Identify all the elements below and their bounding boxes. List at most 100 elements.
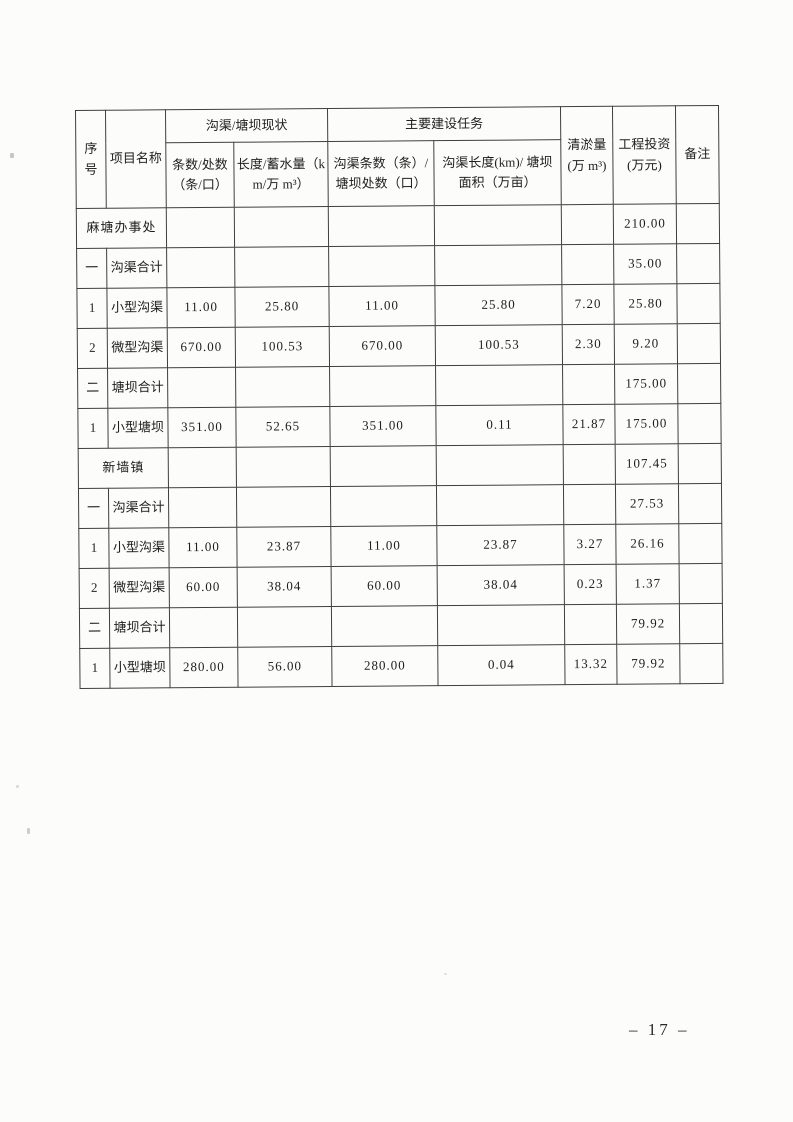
cell-existing-length: 23.87 bbox=[236, 526, 332, 568]
cell-remark bbox=[676, 203, 720, 244]
table-row: 一 沟渠合计 35.00 bbox=[76, 243, 720, 289]
cell-project-name: 沟渠合计 bbox=[106, 247, 167, 289]
cell-task-length bbox=[434, 204, 562, 246]
table-row: 2 微型沟渠 670.00 100.53 670.00 100.53 2.30 … bbox=[77, 323, 721, 369]
header-main-tasks-group: 主要建设任务 bbox=[327, 106, 561, 142]
scan-speck bbox=[444, 973, 447, 975]
cell-task-count bbox=[330, 445, 437, 487]
cell-task-length bbox=[434, 244, 562, 286]
header-project-name: 项目名称 bbox=[105, 109, 167, 209]
cell-project-name: 微型沟渠 bbox=[107, 327, 168, 369]
header-current-status-group: 沟渠/塘坝现状 bbox=[165, 108, 328, 143]
cell-investment: 107.45 bbox=[615, 443, 679, 485]
cell-investment: 79.92 bbox=[616, 603, 680, 645]
cell-remark bbox=[678, 483, 722, 524]
cell-seq: 2 bbox=[77, 328, 108, 369]
cell-project-name: 小型塘坝 bbox=[109, 647, 171, 689]
scan-speck bbox=[27, 828, 30, 834]
cell-project-name: 小型沟渠 bbox=[106, 287, 168, 329]
cell-task-length: 38.04 bbox=[437, 564, 565, 606]
header-row-groups: 序号 项目名称 沟渠/塘坝现状 主要建设任务 清淤量(万 m³) 工程投资(万元… bbox=[75, 105, 720, 209]
header-remark: 备注 bbox=[675, 105, 720, 204]
table-row: 1 小型沟渠 11.00 23.87 11.00 23.87 3.27 26.1… bbox=[78, 523, 723, 569]
table-row: 2 微型沟渠 60.00 38.04 60.00 38.04 0.23 1.37 bbox=[79, 563, 723, 609]
cell-task-length bbox=[435, 364, 563, 406]
scan-speck bbox=[10, 153, 14, 158]
cell-investment: 175.00 bbox=[614, 363, 678, 405]
header-task-length: 沟渠长度(km)/ 塘坝面积（万亩） bbox=[433, 139, 562, 206]
cell-seq: 一 bbox=[76, 248, 107, 289]
cell-existing-count bbox=[166, 247, 235, 288]
table-row: 新墙镇 107.45 bbox=[78, 443, 722, 489]
cell-task-length: 23.87 bbox=[436, 524, 565, 566]
cell-existing-length bbox=[236, 486, 331, 528]
cell-seq: 二 bbox=[79, 608, 110, 649]
cell-task-length: 0.11 bbox=[435, 404, 564, 446]
cell-existing-length: 38.04 bbox=[237, 566, 332, 608]
cell-existing-count bbox=[169, 607, 238, 648]
cell-task-count bbox=[328, 245, 435, 287]
cell-existing-count bbox=[168, 487, 237, 528]
cell-investment: 27.53 bbox=[615, 483, 679, 525]
cell-existing-count: 351.00 bbox=[167, 407, 237, 448]
infrastructure-table: 序号 项目名称 沟渠/塘坝现状 主要建设任务 清淤量(万 m³) 工程投资(万元… bbox=[75, 105, 724, 689]
cell-seq: 1 bbox=[79, 648, 111, 689]
cell-task-count bbox=[329, 365, 436, 407]
cell-section-name: 麻塘办事处 bbox=[76, 207, 167, 249]
scan-speck bbox=[16, 785, 19, 788]
cell-investment: 35.00 bbox=[613, 243, 677, 285]
header-existing-count: 条数/处数（条/口） bbox=[165, 142, 235, 208]
cell-remark bbox=[676, 283, 721, 324]
cell-remark bbox=[677, 403, 722, 444]
cell-task-count: 670.00 bbox=[329, 325, 436, 367]
cell-task-count: 11.00 bbox=[330, 525, 438, 567]
cell-project-name: 小型沟渠 bbox=[108, 527, 170, 569]
header-existing-length: 长度/蓄水量（km/万 m³） bbox=[233, 141, 329, 208]
cell-project-name: 沟渠合计 bbox=[108, 487, 169, 529]
cell-task-count: 280.00 bbox=[331, 645, 439, 687]
cell-task-length: 0.04 bbox=[437, 644, 566, 686]
table-row: 1 小型塘坝 351.00 52.65 351.00 0.11 21.87 17… bbox=[77, 403, 722, 449]
cell-existing-count bbox=[166, 207, 235, 248]
header-investment: 工程投资(万元) bbox=[612, 105, 677, 205]
table-row: 一 沟渠合计 27.53 bbox=[78, 483, 722, 529]
cell-seq: 二 bbox=[77, 368, 108, 409]
cell-project-name: 小型塘坝 bbox=[107, 407, 169, 449]
cell-existing-count bbox=[168, 447, 237, 488]
cell-existing-length: 56.00 bbox=[237, 646, 333, 688]
cell-investment: 79.92 bbox=[616, 643, 681, 685]
cell-existing-length bbox=[236, 446, 331, 488]
cell-project-name: 塘坝合计 bbox=[109, 607, 170, 649]
cell-dredge: 0.23 bbox=[564, 564, 617, 605]
cell-dredge bbox=[561, 204, 614, 245]
cell-seq: 一 bbox=[78, 488, 109, 529]
cell-existing-length bbox=[234, 206, 329, 248]
cell-task-length bbox=[436, 444, 564, 486]
cell-existing-length bbox=[234, 246, 329, 288]
cell-task-length bbox=[437, 604, 565, 646]
cell-remark bbox=[677, 363, 721, 404]
cell-remark bbox=[679, 643, 724, 684]
cell-seq: 1 bbox=[78, 528, 110, 569]
cell-remark bbox=[677, 323, 721, 364]
cell-existing-length: 100.53 bbox=[235, 326, 330, 368]
cell-remark bbox=[679, 603, 723, 644]
cell-project-name: 微型沟渠 bbox=[109, 567, 170, 609]
cell-task-count bbox=[328, 205, 435, 247]
cell-task-length: 100.53 bbox=[435, 324, 563, 366]
cell-dredge bbox=[563, 444, 616, 485]
cell-investment: 9.20 bbox=[614, 323, 678, 365]
cell-task-length: 25.80 bbox=[434, 284, 563, 326]
cell-existing-count: 11.00 bbox=[166, 287, 236, 328]
cell-seq: 1 bbox=[76, 288, 108, 329]
cell-dredge: 2.30 bbox=[562, 324, 615, 365]
header-task-count: 沟渠条数（条）/塘坝处数（口） bbox=[327, 140, 435, 207]
header-dredge-volume: 清淤量(万 m³) bbox=[560, 106, 614, 205]
cell-existing-length bbox=[235, 366, 330, 408]
cell-existing-length bbox=[237, 606, 332, 648]
cell-existing-count: 280.00 bbox=[169, 647, 239, 688]
cell-existing-count bbox=[167, 367, 236, 408]
cell-investment: 26.16 bbox=[615, 523, 680, 565]
cell-remark bbox=[678, 443, 722, 484]
cell-dredge: 7.20 bbox=[561, 284, 615, 325]
